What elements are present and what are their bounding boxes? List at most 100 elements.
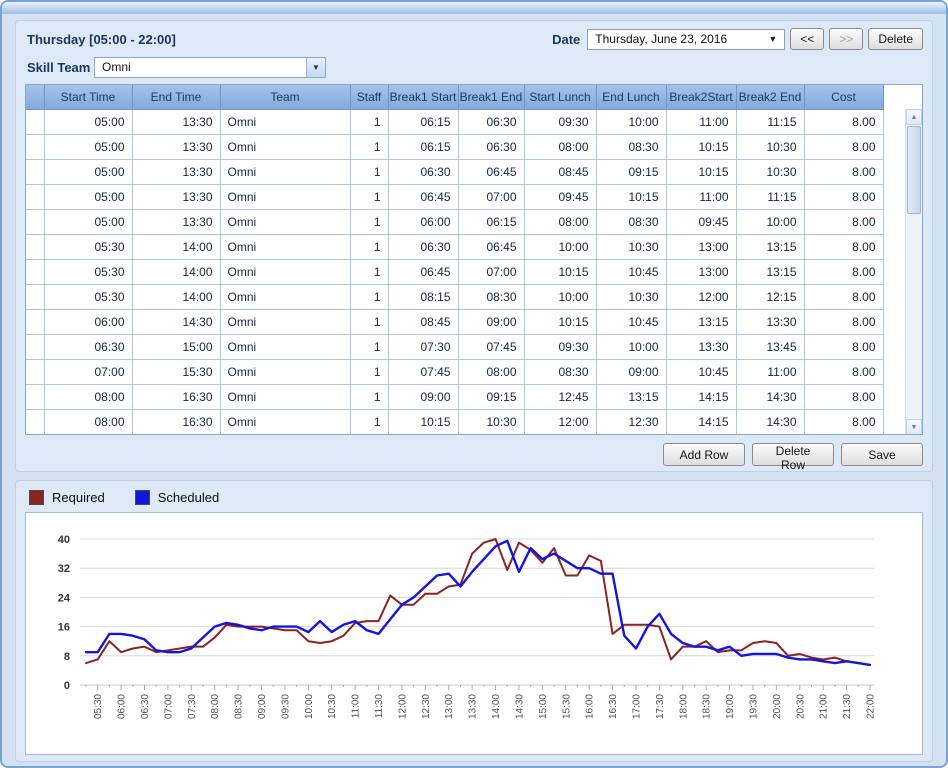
table-cell[interactable]: 1	[350, 284, 388, 309]
table-cell[interactable]: 10:15	[388, 409, 458, 434]
table-cell[interactable]: 05:00	[44, 184, 132, 209]
table-row[interactable]: 06:3015:00Omni107:3007:4509:3010:0013:30…	[26, 334, 883, 359]
row-selector[interactable]	[26, 259, 44, 284]
table-cell[interactable]: 13:30	[132, 109, 220, 134]
table-cell[interactable]: 8.00	[804, 334, 883, 359]
table-cell[interactable]: 10:15	[666, 134, 736, 159]
table-cell[interactable]: 11:15	[736, 109, 804, 134]
table-cell[interactable]: 09:45	[666, 209, 736, 234]
table-cell[interactable]: 13:30	[132, 184, 220, 209]
column-header[interactable]: Team	[220, 85, 350, 109]
table-cell[interactable]: 10:30	[596, 284, 666, 309]
row-selector[interactable]	[26, 209, 44, 234]
table-cell[interactable]: 08:45	[388, 309, 458, 334]
table-cell[interactable]: 8.00	[804, 234, 883, 259]
table-cell[interactable]: 07:30	[388, 334, 458, 359]
table-row[interactable]: 05:3014:00Omni106:3006:4510:0010:3013:00…	[26, 234, 883, 259]
table-cell[interactable]: 10:00	[596, 334, 666, 359]
table-cell[interactable]: Omni	[220, 334, 350, 359]
table-cell[interactable]: Omni	[220, 259, 350, 284]
table-cell[interactable]: 8.00	[804, 409, 883, 434]
row-selector[interactable]	[26, 234, 44, 259]
table-cell[interactable]: 10:30	[596, 234, 666, 259]
table-cell[interactable]: 15:00	[132, 334, 220, 359]
table-cell[interactable]: 13:30	[666, 334, 736, 359]
table-cell[interactable]: 07:45	[388, 359, 458, 384]
table-cell[interactable]: 09:30	[524, 334, 596, 359]
row-selector[interactable]	[26, 384, 44, 409]
table-cell[interactable]: 8.00	[804, 384, 883, 409]
table-cell[interactable]: 06:15	[458, 209, 524, 234]
table-cell[interactable]: 16:30	[132, 409, 220, 434]
table-cell[interactable]: 15:30	[132, 359, 220, 384]
table-cell[interactable]: 05:00	[44, 109, 132, 134]
column-header[interactable]: End Lunch	[596, 85, 666, 109]
table-cell[interactable]: 05:30	[44, 234, 132, 259]
table-cell[interactable]: 10:00	[524, 284, 596, 309]
table-cell[interactable]: 06:30	[458, 134, 524, 159]
table-cell[interactable]: 14:30	[736, 384, 804, 409]
table-cell[interactable]: 10:00	[524, 234, 596, 259]
table-cell[interactable]: 13:45	[736, 334, 804, 359]
table-cell[interactable]: 1	[350, 334, 388, 359]
column-header[interactable]: Break1 End	[458, 85, 524, 109]
table-cell[interactable]: 11:00	[736, 359, 804, 384]
table-cell[interactable]: 14:30	[132, 309, 220, 334]
table-cell[interactable]: 06:45	[458, 234, 524, 259]
column-header[interactable]: Start Lunch	[524, 85, 596, 109]
table-cell[interactable]: 06:00	[388, 209, 458, 234]
table-cell[interactable]: 10:45	[596, 259, 666, 284]
column-header[interactable]	[26, 85, 44, 109]
table-cell[interactable]: Omni	[220, 234, 350, 259]
table-cell[interactable]: 06:45	[388, 259, 458, 284]
table-cell[interactable]: 8.00	[804, 309, 883, 334]
next-day-button[interactable]: >>	[829, 28, 863, 50]
vertical-scrollbar[interactable]: ▲ ▼	[905, 109, 922, 435]
scroll-up-icon[interactable]: ▲	[906, 109, 922, 125]
table-cell[interactable]: 1	[350, 309, 388, 334]
table-cell[interactable]: 09:00	[388, 384, 458, 409]
scrollbar-thumb[interactable]	[907, 126, 921, 214]
table-cell[interactable]: 1	[350, 259, 388, 284]
table-cell[interactable]: 07:00	[458, 259, 524, 284]
row-selector[interactable]	[26, 184, 44, 209]
table-row[interactable]: 05:3014:00Omni108:1508:3010:0010:3012:00…	[26, 284, 883, 309]
table-cell[interactable]: 06:00	[44, 309, 132, 334]
table-cell[interactable]: 13:15	[666, 309, 736, 334]
table-cell[interactable]: 12:00	[524, 409, 596, 434]
table-cell[interactable]: 1	[350, 134, 388, 159]
table-row[interactable]: 05:0013:30Omni106:4507:0009:4510:1511:00…	[26, 184, 883, 209]
table-cell[interactable]: 08:45	[524, 159, 596, 184]
table-cell[interactable]: 08:00	[44, 384, 132, 409]
table-cell[interactable]: 09:15	[596, 159, 666, 184]
table-cell[interactable]: 08:30	[524, 359, 596, 384]
column-header[interactable]: End Time	[132, 85, 220, 109]
column-header[interactable]: Break1 Start	[388, 85, 458, 109]
table-cell[interactable]: Omni	[220, 159, 350, 184]
table-cell[interactable]: 10:45	[666, 359, 736, 384]
table-cell[interactable]: 1	[350, 359, 388, 384]
table-cell[interactable]: 1	[350, 184, 388, 209]
table-cell[interactable]: 8.00	[804, 184, 883, 209]
table-row[interactable]: 07:0015:30Omni107:4508:0008:3009:0010:45…	[26, 359, 883, 384]
table-cell[interactable]: 06:15	[388, 109, 458, 134]
table-row[interactable]: 05:0013:30Omni106:3006:4508:4509:1510:15…	[26, 159, 883, 184]
save-button[interactable]: Save	[841, 443, 923, 466]
table-cell[interactable]: 16:30	[132, 384, 220, 409]
table-row[interactable]: 08:0016:30Omni110:1510:3012:0012:3014:15…	[26, 409, 883, 434]
table-cell[interactable]: Omni	[220, 359, 350, 384]
table-cell[interactable]: 12:45	[524, 384, 596, 409]
table-cell[interactable]: Omni	[220, 309, 350, 334]
table-cell[interactable]: 13:30	[132, 134, 220, 159]
table-cell[interactable]: 14:15	[666, 384, 736, 409]
row-selector[interactable]	[26, 359, 44, 384]
table-cell[interactable]: 14:15	[666, 409, 736, 434]
table-cell[interactable]: 05:30	[44, 259, 132, 284]
column-header[interactable]: Break2Start	[666, 85, 736, 109]
scrollbar-track[interactable]	[906, 125, 922, 419]
row-selector[interactable]	[26, 309, 44, 334]
chevron-down-icon[interactable]: ▼	[306, 58, 325, 77]
table-cell[interactable]: 05:30	[44, 284, 132, 309]
table-row[interactable]: 05:3014:00Omni106:4507:0010:1510:4513:00…	[26, 259, 883, 284]
date-dropdown[interactable]: Thursday, June 23, 2016 ▼	[587, 29, 785, 50]
